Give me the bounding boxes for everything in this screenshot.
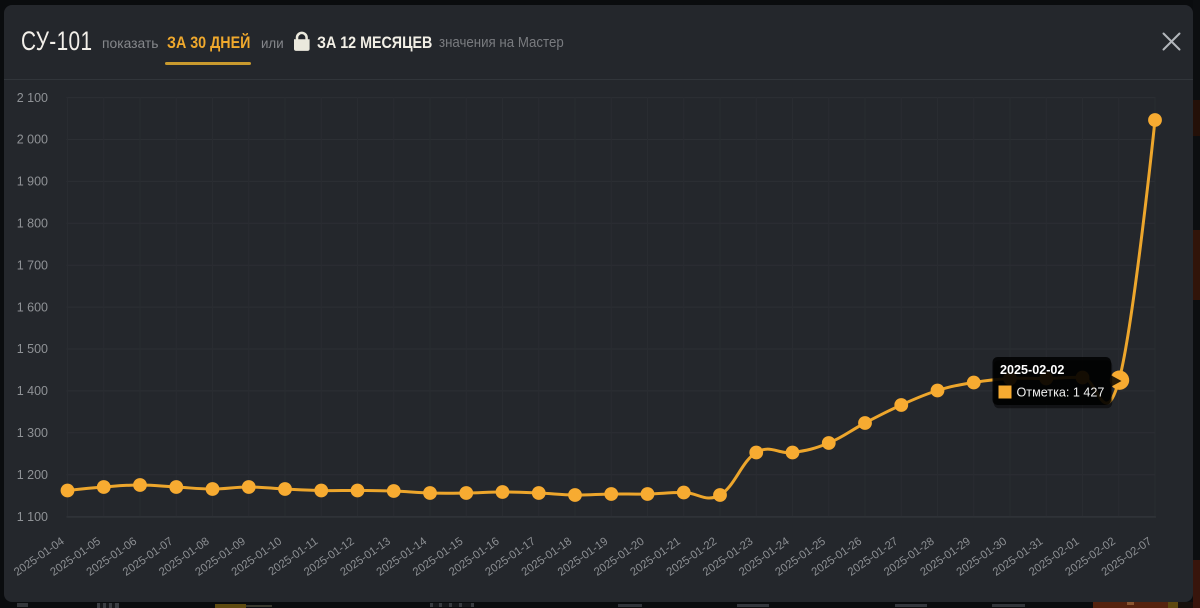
svg-text:1 500: 1 500: [17, 342, 48, 356]
svg-text:1 400: 1 400: [17, 384, 48, 398]
svg-text:2025-02-02: 2025-02-02: [1000, 363, 1064, 377]
svg-text:1 900: 1 900: [17, 175, 48, 189]
svg-text:Отметка: 1 427: Отметка: 1 427: [1017, 386, 1105, 400]
svg-text:1 100: 1 100: [17, 510, 48, 524]
svg-text:2 000: 2 000: [17, 133, 48, 147]
svg-text:1 300: 1 300: [17, 426, 48, 440]
svg-text:1 700: 1 700: [17, 258, 48, 272]
svg-text:1 200: 1 200: [17, 468, 48, 482]
svg-text:1 600: 1 600: [17, 300, 48, 314]
svg-text:2 100: 2 100: [17, 91, 48, 105]
svg-text:1 800: 1 800: [17, 217, 48, 231]
